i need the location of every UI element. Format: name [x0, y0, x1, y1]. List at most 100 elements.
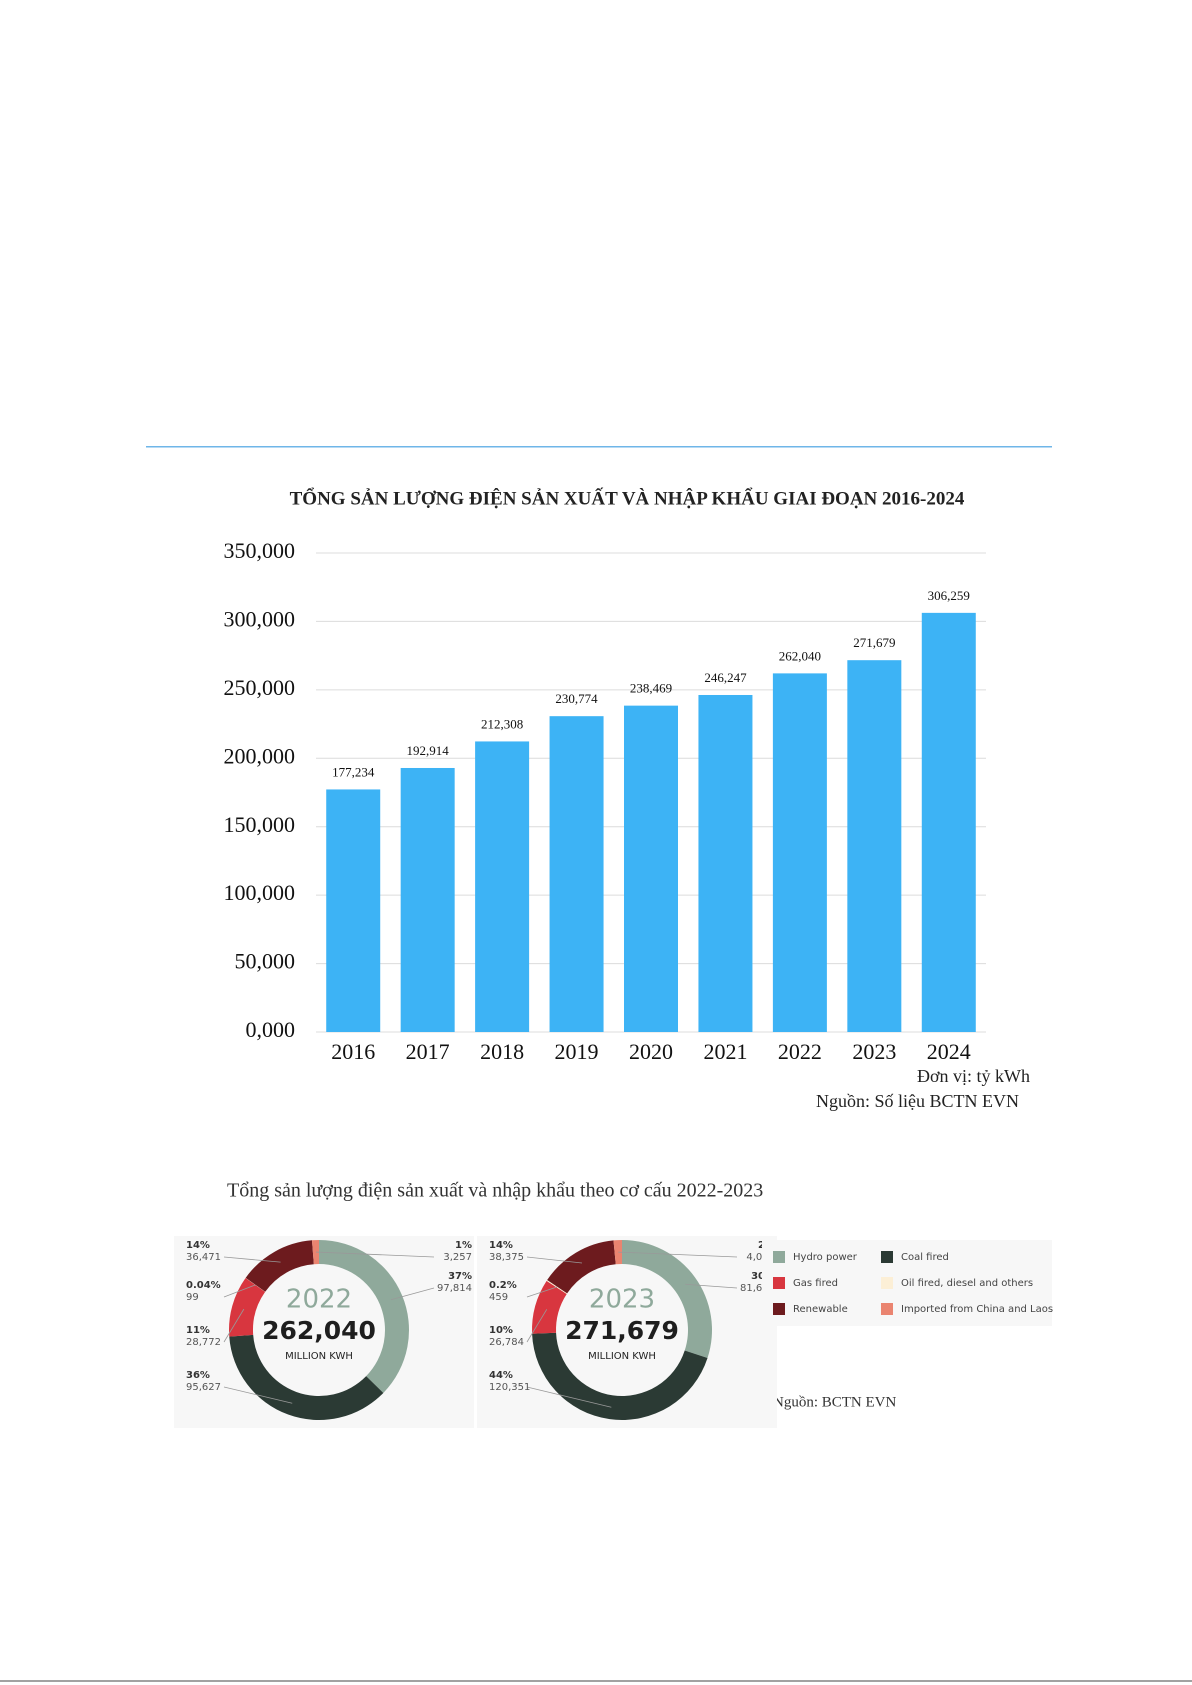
- x-tick-label: 2016: [331, 1039, 375, 1064]
- top-rule: [146, 446, 1052, 448]
- percent-label: 37%: [448, 1271, 472, 1282]
- value-label: 306,259: [928, 588, 970, 603]
- value-label: 38,375: [489, 1252, 524, 1263]
- percent-label: 14%: [489, 1240, 513, 1251]
- value-label: 28,772: [186, 1337, 221, 1348]
- legend-label: Renewable: [793, 1304, 848, 1315]
- value-label: 230,774: [555, 691, 598, 706]
- y-tick-label: 200,000: [224, 743, 296, 768]
- percent-label: 11%: [186, 1325, 210, 1336]
- value-label: 36,471: [186, 1252, 221, 1263]
- value-label: 81,614: [740, 1283, 775, 1294]
- value-label: 97,814: [437, 1283, 472, 1294]
- legend-panel: [762, 1240, 1052, 1326]
- y-tick-label: 350,000: [224, 538, 296, 563]
- leader-line: [526, 1256, 583, 1264]
- bar: [475, 741, 530, 1032]
- y-tick-label: 0,000: [246, 1017, 296, 1042]
- value-label: 262,040: [779, 648, 821, 663]
- leader-line: [223, 1308, 245, 1343]
- value-label: 192,914: [407, 743, 450, 758]
- donut-segment: [531, 1280, 567, 1334]
- bar: [698, 694, 753, 1032]
- legend-swatch: [773, 1277, 785, 1289]
- legend-swatch: [881, 1251, 893, 1263]
- legend-label: Imported from China and Laos: [901, 1304, 1053, 1315]
- y-tick-label: 100,000: [224, 880, 296, 905]
- legend-label: Oil fired, diesel and others: [901, 1278, 1033, 1289]
- leader-line: [526, 1386, 612, 1408]
- y-tick-label: 150,000: [224, 812, 296, 837]
- x-tick-label: 2017: [406, 1039, 450, 1064]
- bar: [624, 705, 678, 1032]
- section-source: Nguồn: BCTN EVN: [773, 1394, 897, 1410]
- value-label: 99: [186, 1292, 199, 1303]
- donut-segment: [532, 1332, 708, 1420]
- percent-label: 44%: [489, 1370, 513, 1381]
- value-label: 120,351: [489, 1382, 530, 1393]
- leader-line: [526, 1309, 548, 1343]
- donut-segment: [547, 1240, 616, 1294]
- bar: [847, 660, 902, 1032]
- donut-segment: [229, 1278, 266, 1337]
- legend-label: Coal fired: [901, 1252, 949, 1263]
- x-tick-label: 2019: [555, 1039, 599, 1064]
- leader-line: [685, 1283, 738, 1289]
- x-tick-label: 2024: [927, 1039, 971, 1064]
- x-tick-label: 2021: [703, 1039, 747, 1064]
- percent-label: 10%: [489, 1325, 513, 1336]
- legend-swatch: [881, 1277, 893, 1289]
- bar-source: Nguồn: Số liệu BCTN EVN: [816, 1091, 1019, 1111]
- bar: [549, 716, 604, 1032]
- leader-line: [223, 1256, 281, 1263]
- value-label: 238,469: [630, 681, 672, 696]
- x-tick-label: 2018: [480, 1039, 524, 1064]
- donut-segment: [613, 1240, 623, 1265]
- leader-line: [223, 1284, 256, 1298]
- section-title: Tổng sản lượng điện sản xuất và nhập khẩ…: [227, 1180, 763, 1202]
- legend-label: Hydro power: [793, 1252, 858, 1263]
- donut-year: 2023: [589, 1285, 655, 1315]
- bar-chart-title: TỔNG SẢN LƯỢNG ĐIỆN SẢN XUẤT VÀ NHẬP KHẨ…: [290, 487, 965, 509]
- donut-segment: [319, 1240, 410, 1393]
- donut-segment: [245, 1240, 314, 1292]
- donut-unit: MILLION KWH: [285, 1351, 353, 1362]
- donut-segment: [622, 1240, 712, 1359]
- donut-segment: [229, 1334, 384, 1420]
- value-label: 3,257: [443, 1252, 472, 1263]
- donut-segment: [311, 1240, 319, 1265]
- bar: [400, 767, 455, 1032]
- donut-unit: MILLION KWH: [588, 1351, 656, 1362]
- percent-label: 36%: [186, 1370, 210, 1381]
- y-tick-label: 250,000: [224, 675, 296, 700]
- value-label: 4,097: [746, 1252, 775, 1263]
- y-tick-label: 300,000: [224, 606, 296, 631]
- value-label: 459: [489, 1292, 508, 1303]
- leader-line: [315, 1251, 435, 1258]
- percent-label: 14%: [186, 1240, 210, 1251]
- x-tick-label: 2023: [852, 1039, 896, 1064]
- legend-swatch: [773, 1251, 785, 1263]
- x-tick-label: 2022: [778, 1039, 822, 1064]
- legend-swatch: [881, 1303, 893, 1315]
- leader-line: [390, 1287, 435, 1301]
- unit-note: Đơn vị: tỷ kWh: [917, 1066, 1030, 1086]
- value-label: 26,784: [489, 1337, 524, 1348]
- bar: [326, 789, 381, 1032]
- percent-label: 0.04%: [186, 1280, 221, 1291]
- value-label: 95,627: [186, 1382, 221, 1393]
- percent-label: 0.2%: [489, 1280, 517, 1291]
- legend-swatch: [773, 1303, 785, 1315]
- donut-year: 2022: [286, 1285, 352, 1315]
- value-label: 246,247: [704, 670, 747, 685]
- value-label: 177,234: [332, 764, 375, 779]
- value-label: 212,308: [481, 716, 523, 731]
- percent-label: 1%: [455, 1240, 472, 1251]
- value-label: 271,679: [853, 635, 895, 650]
- donut-total: 271,679: [565, 1316, 679, 1345]
- bar: [921, 612, 976, 1032]
- legend-label: Gas fired: [793, 1278, 838, 1289]
- leader-line: [526, 1286, 558, 1298]
